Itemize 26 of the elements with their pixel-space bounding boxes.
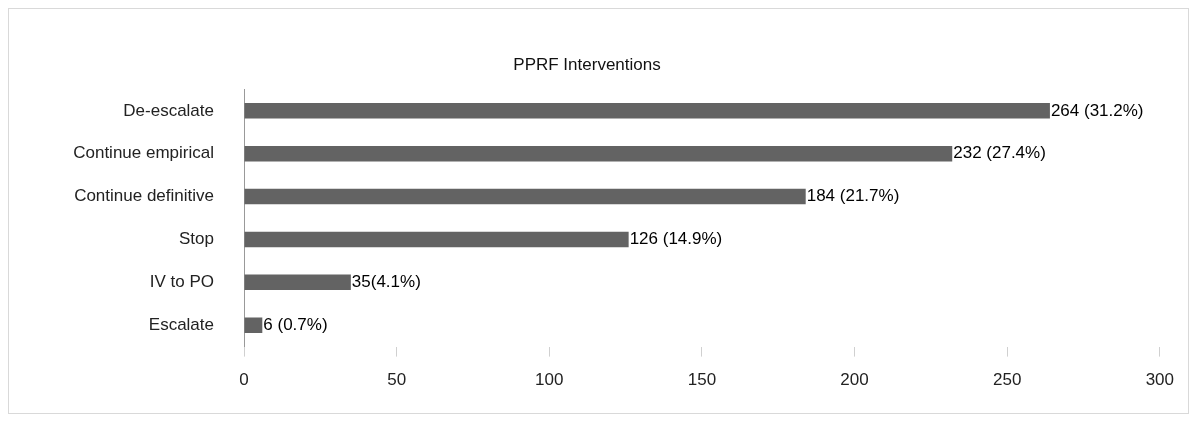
x-tick-label: 250 bbox=[992, 370, 1022, 390]
y-tick-label: Stop bbox=[179, 229, 214, 249]
bar bbox=[244, 188, 806, 205]
bar bbox=[244, 145, 953, 162]
x-tick-label: 0 bbox=[239, 370, 249, 390]
x-tick-label: 200 bbox=[840, 370, 869, 390]
data-label: 264 (31.2%) bbox=[1050, 100, 1144, 120]
bar bbox=[244, 317, 263, 333]
y-tick-label: De-escalate bbox=[123, 100, 214, 120]
data-label: 6 (0.7%) bbox=[263, 314, 328, 334]
data-label: 35(4.1%) bbox=[351, 271, 421, 291]
data-label: 126 (14.9%) bbox=[629, 229, 723, 249]
x-tick-label: 300 bbox=[1145, 370, 1175, 390]
data-label: 232 (27.4%) bbox=[953, 143, 1046, 163]
x-tick-label: 100 bbox=[535, 370, 564, 390]
bar bbox=[244, 231, 629, 248]
chart-title: PPRF Interventions bbox=[513, 54, 661, 74]
y-tick-label: Continue definitive bbox=[74, 186, 214, 206]
x-tick-label: 50 bbox=[387, 370, 407, 390]
y-tick-label: IV to PO bbox=[149, 271, 214, 291]
bar bbox=[244, 103, 1050, 119]
data-label: 184 (21.7%) bbox=[806, 186, 900, 206]
x-tick-label: 150 bbox=[687, 370, 717, 390]
y-tick-label: Continue empirical bbox=[73, 143, 214, 163]
bar bbox=[244, 274, 351, 291]
y-tick-label: Escalate bbox=[148, 314, 214, 334]
